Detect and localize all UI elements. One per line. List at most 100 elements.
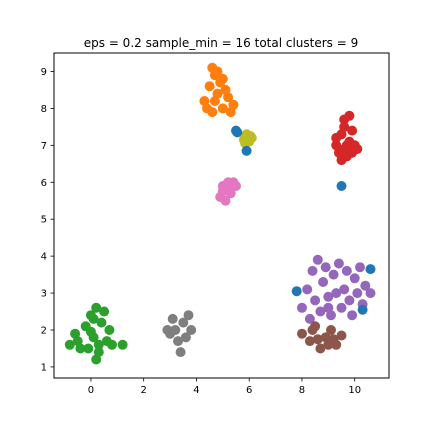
data-point — [336, 330, 347, 341]
data-point — [333, 258, 344, 269]
data-point — [304, 313, 315, 324]
data-point — [336, 302, 347, 313]
data-point — [64, 339, 75, 350]
data-point — [228, 177, 239, 188]
data-point — [339, 121, 350, 132]
data-point — [202, 103, 212, 114]
x-tick-label: 0 — [88, 385, 94, 396]
y-tick-label: 5 — [41, 215, 47, 226]
data-point — [357, 304, 368, 315]
data-point — [310, 295, 321, 306]
y-tick-label: 9 — [41, 67, 47, 78]
data-point — [220, 195, 231, 206]
y-tick-label: 2 — [41, 325, 47, 336]
data-point — [291, 286, 302, 297]
chart-title: eps = 0.2 sample_min = 16 total clusters… — [84, 36, 359, 50]
data-point — [328, 334, 339, 345]
data-point — [336, 155, 347, 166]
data-point — [175, 347, 186, 358]
data-point — [183, 310, 194, 321]
data-point — [91, 302, 102, 313]
data-point — [297, 302, 307, 313]
data-point — [304, 336, 315, 347]
data-point — [220, 84, 231, 95]
data-point — [352, 288, 363, 299]
points-layer — [64, 62, 376, 365]
data-point — [217, 73, 228, 84]
data-point — [315, 343, 326, 354]
data-point — [232, 127, 243, 138]
data-point — [336, 181, 347, 191]
data-point — [315, 306, 326, 317]
data-point — [302, 284, 313, 295]
x-tick-label: 6 — [246, 385, 252, 396]
data-point — [323, 291, 334, 302]
y-tick-label: 7 — [41, 141, 47, 152]
data-point — [217, 103, 228, 114]
plot-frame — [53, 52, 390, 379]
data-point — [88, 313, 99, 324]
data-point — [186, 325, 197, 335]
data-point — [85, 326, 96, 337]
data-point — [225, 107, 236, 118]
x-tick-label: 2 — [140, 385, 146, 396]
data-point — [240, 138, 251, 149]
x-tick-label: 8 — [299, 385, 305, 396]
data-point — [347, 125, 358, 136]
data-point — [297, 328, 307, 339]
y-tick-label: 8 — [41, 104, 47, 115]
data-point — [347, 147, 358, 158]
data-point — [117, 339, 128, 350]
data-point — [167, 313, 178, 324]
data-point — [320, 262, 331, 273]
data-point — [241, 145, 252, 156]
data-point — [339, 144, 350, 154]
data-point — [165, 328, 176, 339]
data-point — [91, 354, 102, 365]
data-point — [331, 132, 342, 143]
x-tick-label: 10 — [348, 385, 361, 396]
data-point — [344, 295, 355, 306]
data-point — [104, 325, 115, 335]
y-tick-label: 6 — [41, 178, 47, 189]
data-point — [72, 336, 83, 347]
data-point — [328, 269, 339, 280]
x-axis-ticks: 0 2 4 6 8 10 — [88, 378, 361, 396]
data-point — [180, 332, 191, 343]
y-axis-ticks: 1 2 3 4 5 6 7 8 9 — [41, 67, 54, 373]
data-point — [96, 317, 107, 328]
data-point — [344, 110, 355, 121]
data-point — [360, 280, 371, 291]
data-point — [107, 339, 117, 350]
data-point — [331, 288, 342, 299]
data-point — [83, 343, 94, 354]
data-point — [341, 265, 352, 276]
data-point — [204, 81, 215, 92]
data-point — [318, 277, 329, 287]
data-point — [307, 325, 318, 335]
x-tick-label: 4 — [193, 385, 199, 396]
data-point — [347, 310, 358, 321]
y-tick-label: 1 — [41, 362, 47, 373]
y-tick-label: 4 — [41, 252, 47, 263]
data-point — [93, 339, 104, 350]
data-point — [323, 302, 334, 313]
data-point — [173, 336, 183, 347]
data-point — [365, 288, 376, 299]
data-point — [326, 325, 336, 335]
data-point — [339, 284, 350, 295]
data-point — [312, 254, 323, 265]
data-point — [312, 334, 323, 345]
data-point — [209, 96, 220, 106]
data-point — [212, 66, 223, 77]
data-point — [365, 264, 376, 275]
data-point — [349, 273, 360, 284]
data-point — [178, 317, 189, 328]
data-point — [355, 262, 365, 273]
data-point — [223, 184, 234, 195]
data-point — [245, 131, 256, 142]
data-point — [99, 306, 110, 317]
y-tick-label: 3 — [41, 289, 47, 300]
data-point — [307, 265, 318, 276]
